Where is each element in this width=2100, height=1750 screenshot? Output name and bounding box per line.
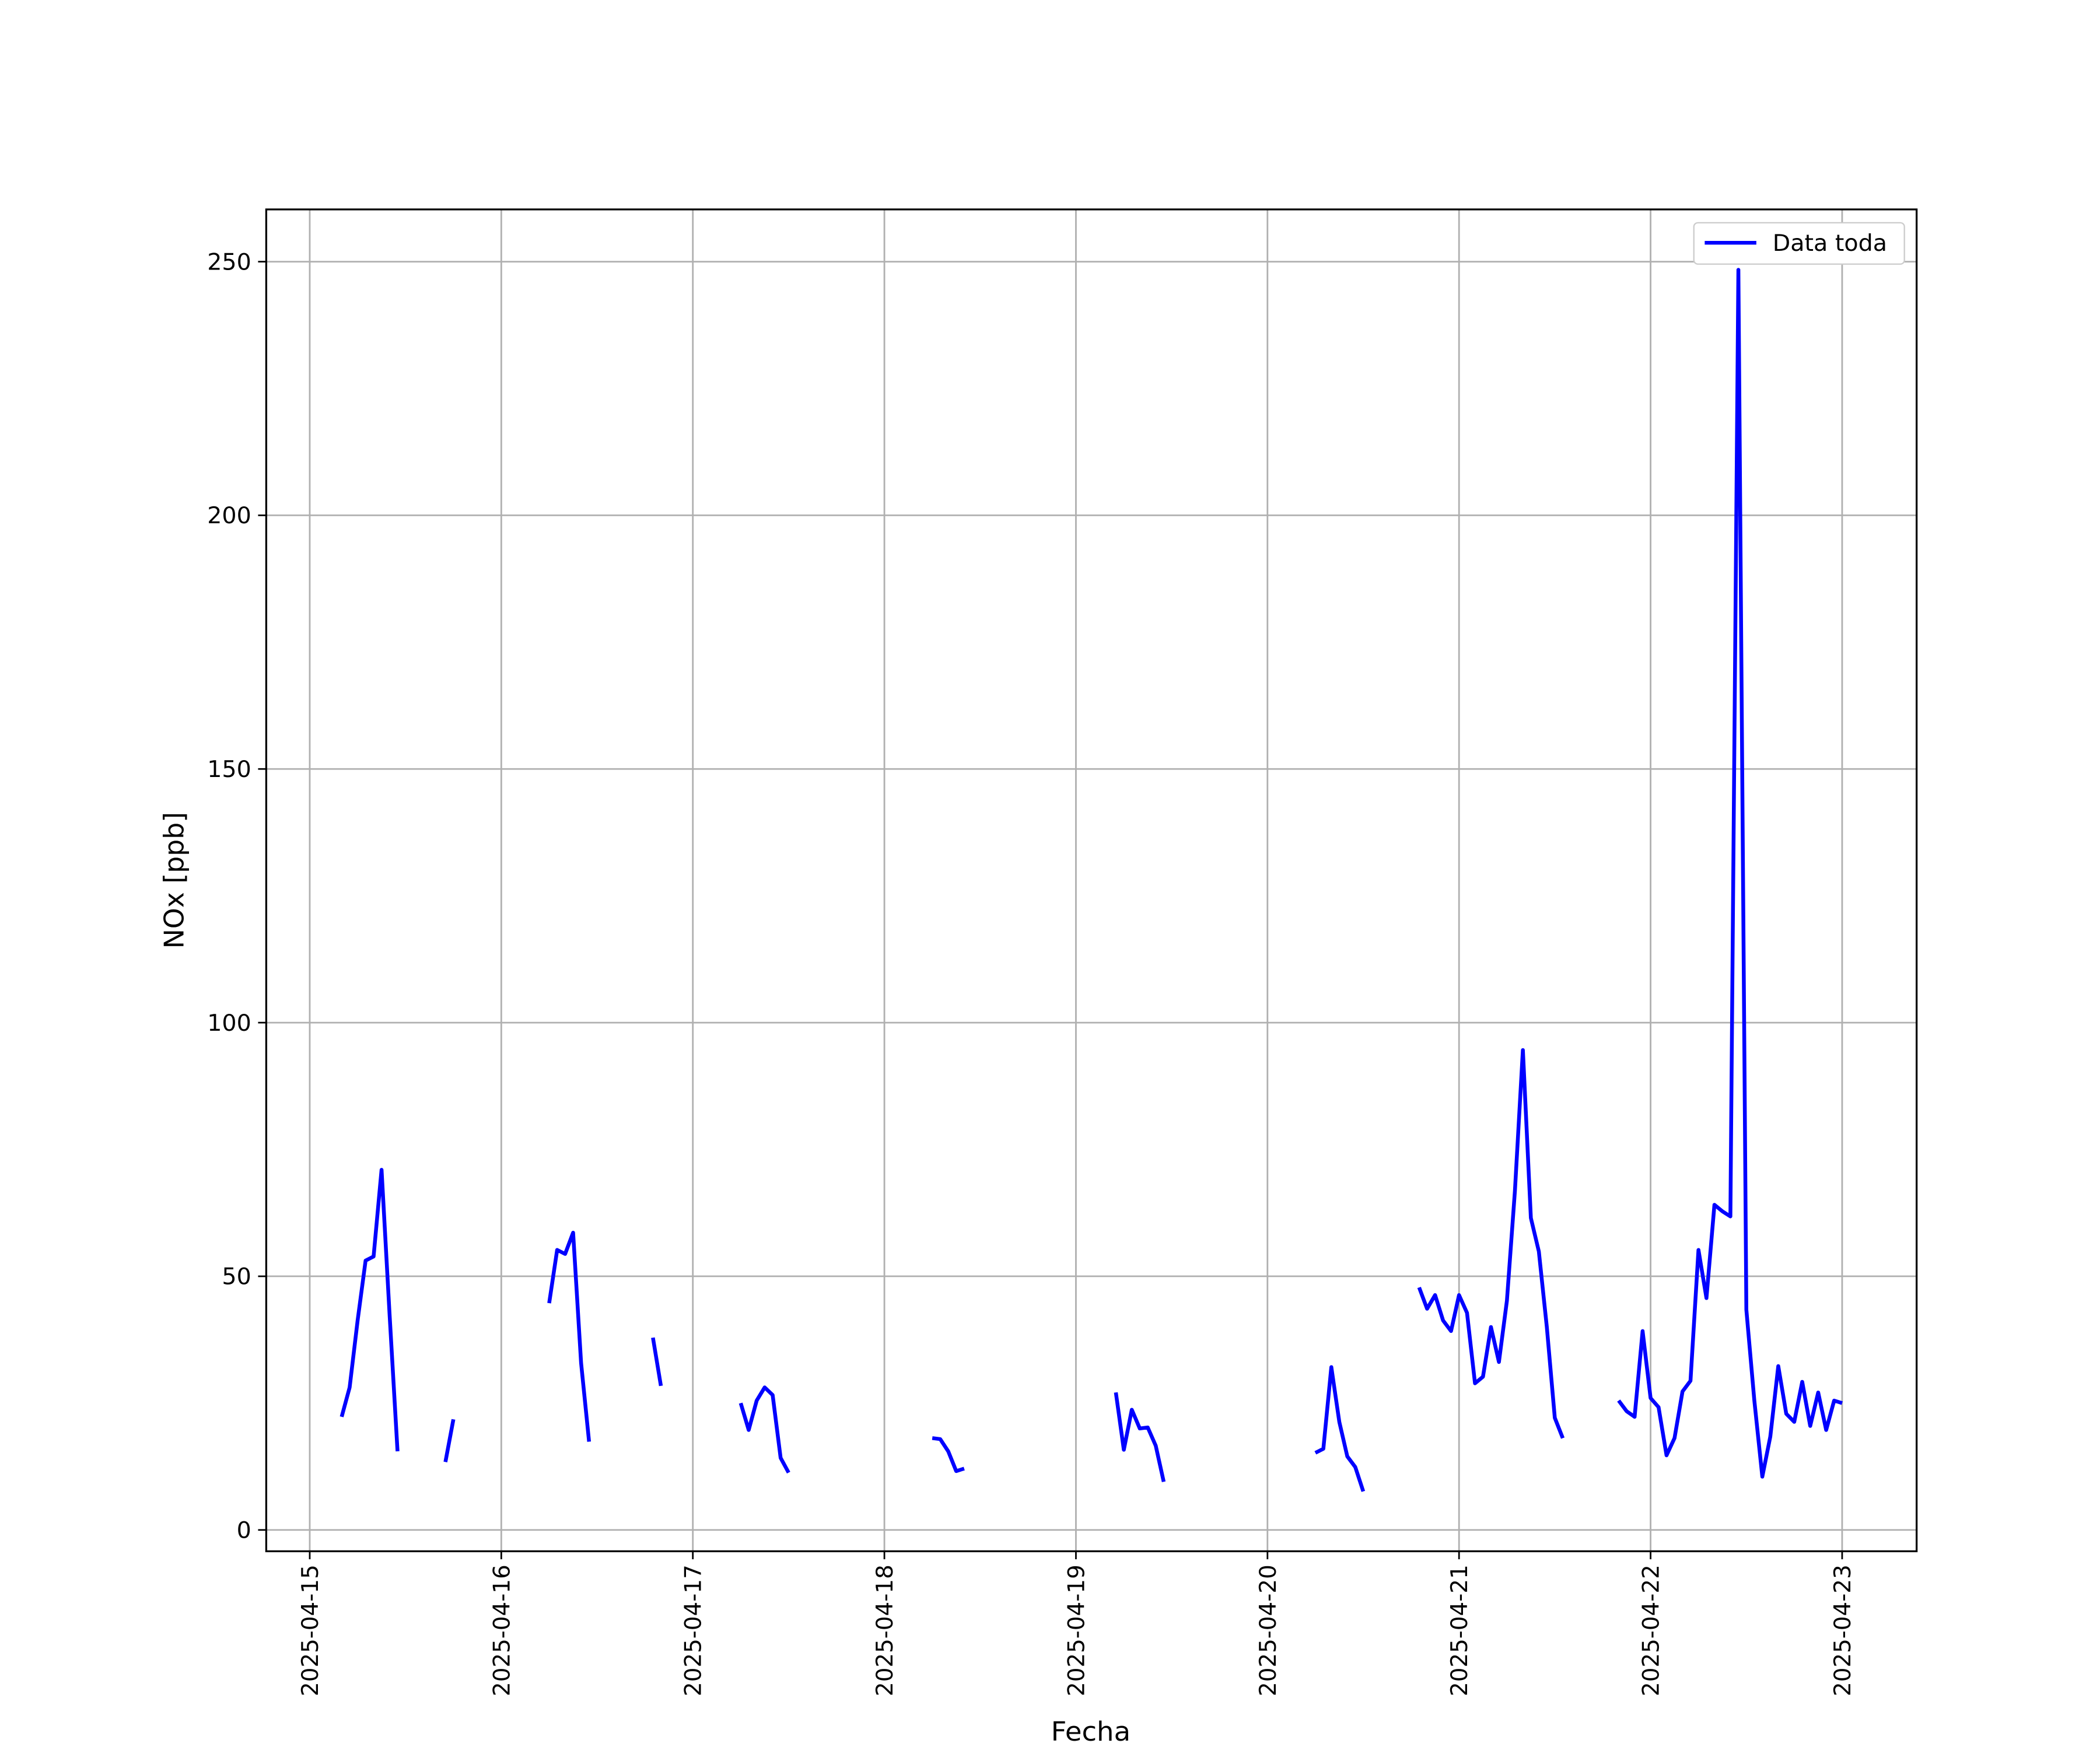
x-tick-label: 2025-04-23	[1830, 1564, 1856, 1696]
y-tick-label: 150	[207, 757, 251, 783]
x-tick-label: 2025-04-17	[680, 1564, 706, 1696]
x-tick-label: 2025-04-19	[1063, 1564, 1090, 1696]
y-tick-label: 0	[237, 1518, 251, 1544]
y-tick-label: 50	[222, 1264, 251, 1290]
y-axis-label: NOx [ppb]	[158, 812, 190, 949]
x-tick-label: 2025-04-20	[1255, 1564, 1281, 1696]
x-tick-label: 2025-04-16	[489, 1564, 515, 1696]
x-tick-label: 2025-04-21	[1447, 1564, 1473, 1696]
y-tick-label: 250	[207, 250, 251, 276]
y-tick-label: 100	[207, 1010, 251, 1037]
legend-label: Data toda	[1773, 230, 1887, 257]
data-line	[340, 268, 1843, 1492]
x-tick-label: 2025-04-22	[1638, 1564, 1664, 1696]
x-tick-label: 2025-04-15	[298, 1564, 324, 1696]
plot-frame	[265, 208, 1918, 1552]
x-tick-label: 2025-04-18	[872, 1564, 898, 1696]
x-axis-label: Fecha	[1051, 1716, 1131, 1747]
legend-box	[1693, 222, 1905, 265]
y-tick-label: 200	[207, 503, 251, 529]
